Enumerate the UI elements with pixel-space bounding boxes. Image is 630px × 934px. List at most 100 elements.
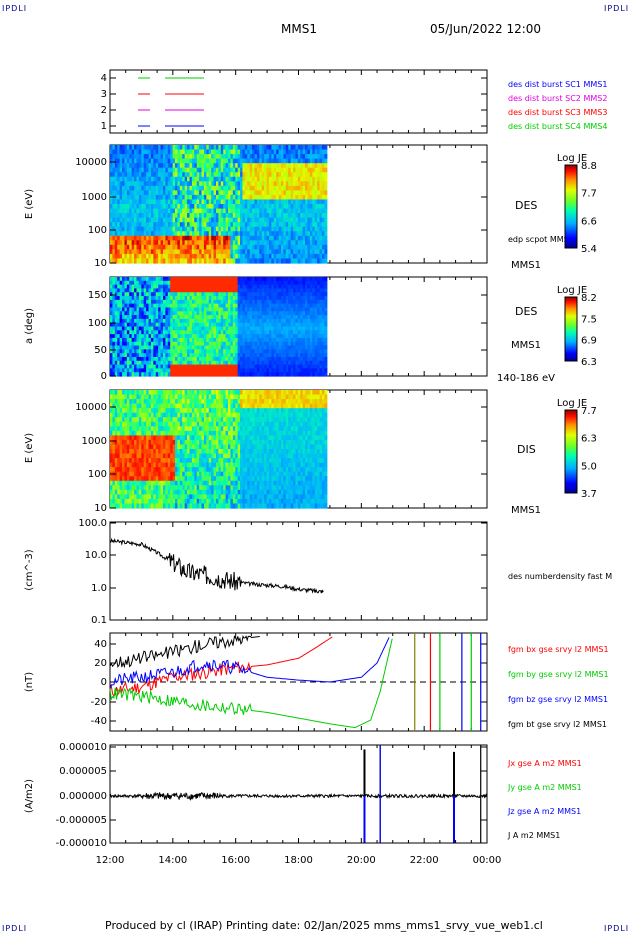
des-energy-cell xyxy=(305,199,309,205)
des-pitch-cell xyxy=(134,337,138,343)
des-pitch-cell xyxy=(232,330,236,335)
des-pitch-cell xyxy=(266,318,270,324)
des-energy-cell xyxy=(285,194,289,201)
des-pitch-cell xyxy=(165,292,169,297)
des-energy-cell xyxy=(317,235,321,241)
des-pitch-cell xyxy=(194,360,198,366)
des-energy-cell xyxy=(288,172,292,178)
des-pitch-cell xyxy=(283,318,287,324)
des-pitch-cell xyxy=(220,356,224,362)
des-energy-cell xyxy=(150,240,154,246)
des-energy-cell xyxy=(244,149,248,155)
des-pitch-cell xyxy=(213,307,217,312)
des-energy-cell xyxy=(124,194,128,201)
des-pitch-cell xyxy=(175,356,179,362)
des-pitch-cell xyxy=(110,288,114,293)
des-energy-cell xyxy=(281,226,285,232)
des-pitch-cell xyxy=(126,368,130,373)
des-pitch-cell xyxy=(114,322,118,328)
des-pitch-cell xyxy=(114,334,118,339)
des-energy-cell xyxy=(312,181,316,187)
des-pitch-cell xyxy=(126,372,130,377)
des-pitch-cell xyxy=(155,326,159,331)
des-pitch-cell xyxy=(300,360,304,366)
des-pitch-cell xyxy=(203,372,207,377)
des-pitch-cell xyxy=(124,292,128,297)
des-energy-cell xyxy=(283,240,287,246)
des-energy-cell xyxy=(199,258,203,264)
des-energy-cell xyxy=(235,190,239,196)
des-pitch-cell xyxy=(150,330,154,335)
des-pitch-cell xyxy=(324,280,328,286)
des-pitch-cell xyxy=(146,311,150,316)
des-pitch-cell xyxy=(220,288,224,293)
des-energy-cell xyxy=(252,181,256,187)
des-pitch-cell xyxy=(268,277,272,282)
des-energy-cell xyxy=(146,253,150,260)
des-pitch-cell xyxy=(155,322,159,328)
des-energy-cell xyxy=(230,158,234,164)
des-pitch-cell xyxy=(235,322,239,328)
des-energy-cell xyxy=(199,190,203,196)
des-energy-cell xyxy=(155,235,159,241)
des-energy-cell xyxy=(155,154,159,160)
des-pitch-cell xyxy=(117,277,121,282)
des-energy-cell xyxy=(254,244,258,250)
des-energy-cell xyxy=(276,176,280,182)
des-energy-cell xyxy=(319,149,323,155)
des-energy-cell xyxy=(182,235,186,241)
des-energy-cell xyxy=(153,208,157,214)
des-energy-cell xyxy=(170,158,174,164)
des-pitch-cell xyxy=(117,368,121,373)
des-pitch-cell xyxy=(237,364,241,369)
des-energy-cell xyxy=(290,213,294,219)
des-energy-cell xyxy=(278,235,282,241)
des-pitch-cell xyxy=(240,288,244,293)
des-pitch-cell xyxy=(285,372,289,377)
des-pitch-cell xyxy=(150,299,154,305)
des-energy-cell xyxy=(288,181,292,187)
des-energy-cell xyxy=(305,249,309,255)
des-pitch-cell xyxy=(244,356,248,362)
dis-energy-cell xyxy=(110,480,114,486)
des-pitch-cell xyxy=(208,334,212,339)
des-energy-cell xyxy=(223,199,227,205)
des-pitch-cell xyxy=(150,349,154,354)
des-energy-cell xyxy=(290,226,294,232)
des-energy-cell xyxy=(165,217,169,223)
des-energy-cell xyxy=(215,208,219,214)
des-energy-cell xyxy=(182,194,186,201)
des-pitch-cell xyxy=(175,364,179,369)
des-energy-cell xyxy=(300,213,304,219)
des-energy-cell xyxy=(223,158,227,164)
des-pitch-cell xyxy=(309,288,313,293)
des-energy-cell xyxy=(283,154,287,160)
des-energy-cell xyxy=(124,176,128,182)
des-energy-cell xyxy=(122,208,126,214)
des-energy-cell xyxy=(146,231,150,237)
des-pitch-cell xyxy=(201,277,205,282)
des-energy-cell xyxy=(179,226,183,232)
des-pitch-cell xyxy=(170,360,174,366)
des-energy-cell xyxy=(220,208,224,214)
des-pitch-cell xyxy=(208,360,212,366)
des-energy-cell xyxy=(268,217,272,223)
des-energy-cell xyxy=(126,194,130,201)
des-energy-cell xyxy=(194,149,198,155)
des-energy-cell xyxy=(194,154,198,160)
des-energy-cell xyxy=(244,172,248,178)
des-energy-cell xyxy=(158,235,162,241)
des-pitch-cell xyxy=(281,292,285,297)
des-energy-cell xyxy=(141,249,145,255)
des-pitch-cell xyxy=(324,318,328,324)
des-pitch-cell xyxy=(302,345,306,350)
des-pitch-cell xyxy=(138,345,142,350)
des-energy-cell xyxy=(211,145,215,151)
des-pitch-cell xyxy=(276,356,280,362)
des-energy-cell xyxy=(119,194,123,201)
des-pitch-cell xyxy=(259,284,263,290)
des-pitch-cell xyxy=(182,330,186,335)
des-energy-cell xyxy=(213,213,217,219)
des-pitch-cell xyxy=(293,353,297,358)
des-pitch-cell xyxy=(143,284,147,290)
